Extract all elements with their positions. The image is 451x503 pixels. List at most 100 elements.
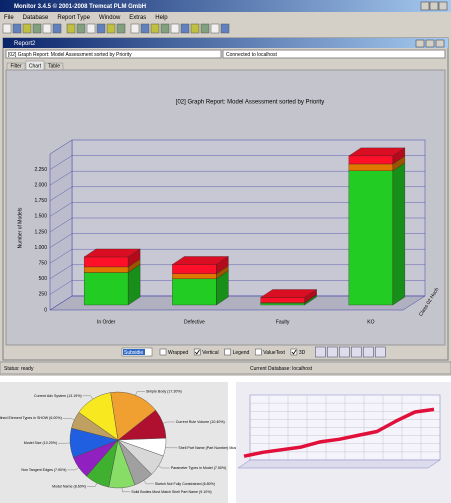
- toolbar-button[interactable]: [190, 23, 200, 34]
- checkbox-label: Legend: [233, 350, 250, 356]
- toolbar-button[interactable]: [66, 23, 76, 34]
- toolbar-button[interactable]: [210, 23, 220, 34]
- window-button[interactable]: [435, 39, 445, 48]
- bar-segment: [83, 248, 141, 268]
- toolbar-button[interactable]: [22, 23, 32, 34]
- dropdown-text: Subsidie: [124, 350, 143, 356]
- x-tick-label: KO: [367, 319, 374, 325]
- bar-front: [172, 273, 217, 279]
- grid-line: [49, 202, 73, 217]
- menu-item[interactable]: Database: [23, 15, 49, 21]
- toolbar-button[interactable]: [96, 23, 106, 34]
- bar-front: [83, 256, 129, 268]
- toolbar-button[interactable]: [116, 23, 126, 34]
- slice-label: Parameter Types in Model (7.50%): [171, 466, 226, 470]
- toolbar: [2, 23, 230, 34]
- menu-item[interactable]: Report Type: [57, 15, 90, 21]
- pie-slice: [110, 391, 156, 441]
- toolbar-button[interactable]: [86, 23, 96, 34]
- toolbar-button[interactable]: [180, 23, 190, 34]
- toolbar-button[interactable]: [160, 23, 170, 34]
- y-tick-label: 750: [39, 261, 48, 267]
- bar-segment: [83, 264, 141, 306]
- status-bar: [0, 361, 451, 375]
- slice-label: Model Name (8.60%): [52, 485, 86, 489]
- grid-line: [49, 280, 73, 295]
- grid-line: [49, 249, 73, 264]
- checkbox[interactable]: [224, 348, 231, 356]
- leader-line: [158, 465, 170, 469]
- window-button[interactable]: [425, 39, 435, 48]
- y-tick-label: 0: [44, 307, 47, 313]
- report-title: Report2: [14, 41, 36, 47]
- pie-chart: Current Rule Volume (10.40%) Shell Part N…: [0, 390, 248, 494]
- toolbar-button[interactable]: [220, 23, 230, 34]
- grid-line: [49, 264, 73, 279]
- leader-line: [143, 480, 154, 485]
- window-button[interactable]: [420, 1, 430, 11]
- y-tick-label: 1.250: [34, 229, 47, 235]
- view-button[interactable]: [351, 346, 362, 358]
- grid-line: [49, 155, 73, 170]
- y-tick-label: 1.000: [34, 245, 47, 251]
- x-tick-label: In Order: [97, 319, 116, 325]
- toolbar-button[interactable]: [2, 23, 12, 34]
- bar-top: [348, 147, 406, 157]
- menu-item[interactable]: Help: [155, 15, 168, 21]
- toolbar-button[interactable]: [106, 23, 116, 34]
- grid-line: [49, 217, 73, 233]
- toolbar-button[interactable]: [12, 23, 22, 34]
- window-button[interactable]: [438, 1, 448, 11]
- tabs: Filter Chart Table: [6, 60, 64, 71]
- toolbar-button[interactable]: [76, 23, 86, 34]
- y-tick-label: 1.500: [34, 214, 47, 220]
- tab-label: Table: [48, 63, 60, 69]
- menu-item[interactable]: Window: [99, 15, 121, 21]
- slice-label: Current Adv System (13.19%): [34, 394, 82, 398]
- view-button[interactable]: [327, 346, 338, 358]
- toolbar-button[interactable]: [52, 23, 62, 34]
- leader-line: [82, 395, 93, 400]
- slice-label: Solid Bodies Must Match Shell Part Name …: [131, 490, 211, 494]
- menu-item[interactable]: Extras: [129, 15, 146, 21]
- toolbar-button[interactable]: [150, 23, 160, 34]
- view-button[interactable]: [363, 346, 374, 358]
- title-bar: [0, 0, 451, 12]
- status-right: Current Database: localhost: [250, 366, 313, 372]
- toolbar-button[interactable]: [140, 23, 150, 34]
- toolbar-button[interactable]: [32, 23, 42, 34]
- y-axis-label: Number of Models: [17, 207, 23, 248]
- leader-line: [165, 447, 178, 449]
- window-button[interactable]: [429, 1, 439, 11]
- status-left: Status: ready: [4, 366, 34, 372]
- connection-text: Connected to localhost: [226, 52, 277, 58]
- checkbox[interactable]: [193, 348, 201, 356]
- toolbar-button[interactable]: [130, 23, 140, 34]
- view-button[interactable]: [375, 346, 386, 358]
- view-button[interactable]: [339, 346, 350, 358]
- y-tick-label: 2.000: [34, 183, 47, 189]
- y-tick-label: 1.750: [34, 198, 47, 204]
- view-button[interactable]: [315, 346, 326, 358]
- report-title-bar: [3, 38, 448, 48]
- checkbox[interactable]: [255, 348, 262, 356]
- toolbar-button[interactable]: [200, 23, 210, 34]
- toolbar-button[interactable]: [42, 23, 52, 34]
- checkbox-label: 3D: [299, 350, 306, 356]
- slice-label: Predefined Element Types in SHOW (6.00%): [0, 416, 62, 420]
- checkbox[interactable]: [159, 348, 167, 356]
- bar-front: [348, 163, 394, 171]
- checkbox[interactable]: [290, 348, 298, 356]
- bar-front: [260, 297, 305, 303]
- y-tick-label: 2.250: [34, 167, 47, 173]
- window-button[interactable]: [415, 39, 425, 48]
- bar-segment: [260, 289, 318, 303]
- menu-item[interactable]: File: [4, 15, 14, 21]
- grid-line: [49, 295, 73, 311]
- grid-line: [49, 233, 73, 248]
- toolbar-button[interactable]: [170, 23, 180, 34]
- chart-title: [02] Graph Report: Model Assessment sort…: [176, 100, 324, 106]
- bar-top: [260, 289, 318, 298]
- leader-line: [121, 487, 131, 493]
